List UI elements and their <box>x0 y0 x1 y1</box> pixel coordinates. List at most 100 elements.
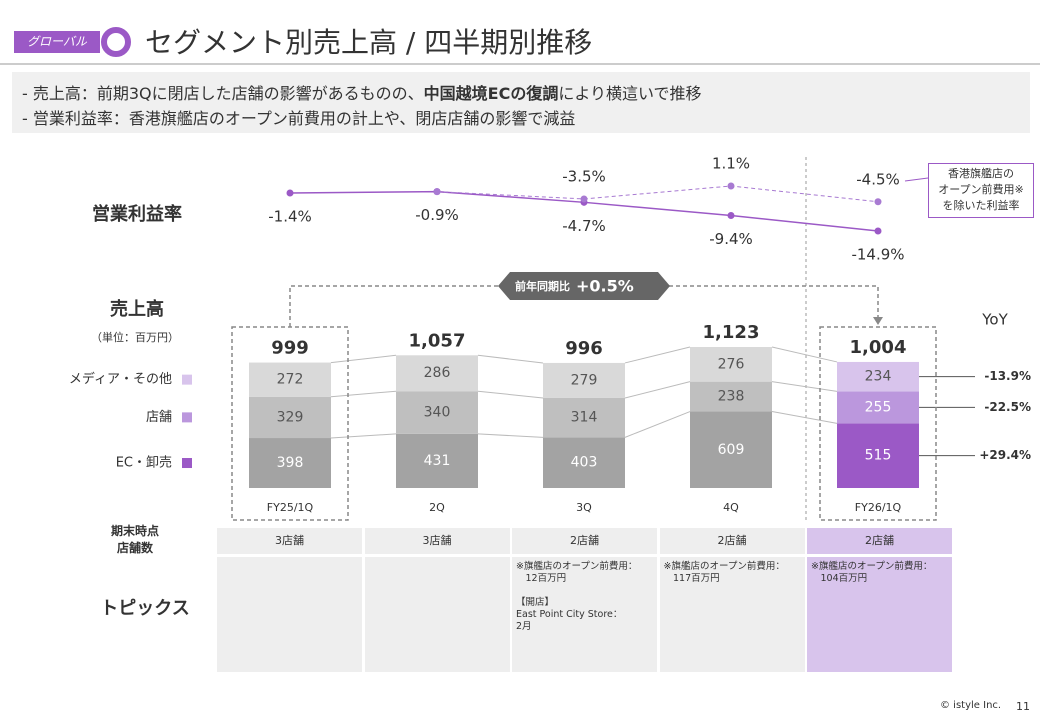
total-label: 1,004 <box>850 337 907 358</box>
callout: 香港旗艦店の オープン前費用※ を除いた利益率 <box>928 163 1034 218</box>
bar-segment <box>396 355 478 392</box>
value-label: -4.5% <box>856 170 900 188</box>
segment-label: 286 <box>424 365 451 381</box>
legend-label: 店舗 <box>146 410 172 425</box>
legend-swatch <box>182 412 192 423</box>
bar-segment <box>543 362 625 398</box>
value-label: -14.9% <box>851 246 904 264</box>
bullet-part: 中国越境ECの復調 <box>424 84 559 103</box>
point <box>874 198 882 206</box>
bar-segment <box>690 381 772 412</box>
connector <box>771 381 838 392</box>
x-tick-label: 3Q <box>576 501 592 514</box>
yoy-title: YoY <box>981 311 1008 329</box>
point <box>580 195 588 203</box>
connector <box>624 381 691 399</box>
bar-segment <box>543 437 625 488</box>
value-label: 1.1% <box>712 155 750 173</box>
yoy-label: +29.4% <box>979 448 1031 462</box>
row-label: トピックス <box>100 598 190 619</box>
segment-label: 238 <box>718 389 745 405</box>
total-label: 996 <box>565 338 603 359</box>
compare-frame <box>819 326 937 521</box>
compare-value: +0.5% <box>576 277 634 296</box>
segment-label: 234 <box>865 369 892 385</box>
legend-swatch <box>182 374 192 385</box>
value-label: -4.7% <box>562 217 606 235</box>
legend-label: メディア・その他 <box>69 371 172 387</box>
value-label: -3.5% <box>562 167 606 185</box>
segment-label: 314 <box>571 410 598 426</box>
connector <box>771 346 838 363</box>
segment-label: 403 <box>571 455 598 471</box>
bullet-box <box>12 72 1030 133</box>
line <box>436 185 879 203</box>
bullet-part: - 売上高：前期3Qに閉店した店舗の影響があるものの、 <box>22 84 424 103</box>
store-cell: 2店舗 <box>658 527 806 555</box>
topic-cell <box>216 556 363 673</box>
point <box>727 212 735 220</box>
title: セグメント別売上高 / 四半期別推移 <box>145 26 592 59</box>
topic-cell <box>363 556 511 673</box>
bullet: - 売上高：前期3Qに閉店した店舗の影響があるものの、中国越境ECの復調により横… <box>22 84 702 103</box>
connector <box>477 433 544 438</box>
page-number: 11 <box>1016 700 1030 713</box>
store-cell: 2店舗 <box>511 527 658 555</box>
connector <box>330 390 397 398</box>
tag: グローバル <box>27 35 88 49</box>
bar-segment <box>543 397 625 438</box>
copyright: © istyle Inc. <box>940 700 1002 711</box>
x-tick-label: 4Q <box>723 501 739 514</box>
connector <box>330 354 397 364</box>
value-label: -0.9% <box>415 206 459 224</box>
bar-segment <box>249 362 331 397</box>
arrow-head <box>873 317 883 325</box>
bar-subtitle: （単位：百万円） <box>91 330 179 344</box>
bar-segment <box>249 438 331 488</box>
connector <box>771 411 838 424</box>
segment-label: 340 <box>424 405 451 421</box>
bullet-part: により横這いで推移 <box>558 84 701 103</box>
callout-pointer <box>904 177 929 182</box>
point <box>874 227 882 235</box>
bar-segment <box>837 391 919 424</box>
segment-label: 515 <box>865 448 892 464</box>
total-label: 1,123 <box>703 322 760 343</box>
segment-label: 276 <box>718 356 745 372</box>
segment-label: 329 <box>277 409 304 425</box>
yoy-label: -22.5% <box>984 400 1031 414</box>
compare-bracket <box>289 285 879 327</box>
topic-cell: ※旗艦店のオープン前費用： 117百万円 <box>658 556 806 673</box>
segment-label: 255 <box>865 399 892 415</box>
store-cell: 3店舗 <box>363 527 511 555</box>
connector <box>624 346 691 364</box>
icon <box>101 27 131 57</box>
point <box>727 182 735 190</box>
bar-segment <box>396 433 478 488</box>
total-label: 1,057 <box>409 330 466 351</box>
bar-segment <box>690 347 772 382</box>
bar-title: 売上高 <box>110 298 164 320</box>
segment-label: 609 <box>718 442 745 458</box>
store-cell: 2店舗 <box>806 527 953 555</box>
x-tick-label: FY26/1Q <box>855 501 902 514</box>
compare-label: 前年同期比 <box>515 279 570 293</box>
connector <box>477 390 544 399</box>
topic-cell: ※旗艦店のオープン前費用： 104百万円 <box>806 556 953 673</box>
point <box>433 188 441 196</box>
segment-label: 431 <box>424 453 451 469</box>
value-label: -9.4% <box>709 230 753 248</box>
segment-label: 279 <box>571 372 598 388</box>
row-label: 期末時点 店舗数 <box>110 524 159 555</box>
topic-cell: ※旗艦店のオープン前費用： 12百万円 【開店】 East Point City… <box>511 556 658 673</box>
legend-swatch <box>182 458 192 469</box>
bar-segment <box>837 361 919 392</box>
total-label: 999 <box>271 338 309 359</box>
yoy-label: -13.9% <box>984 369 1031 383</box>
connector <box>624 411 691 438</box>
tag-bg <box>14 31 100 53</box>
bullet-part: - 営業利益率：香港旗艦店のオープン前費用の計上や、閉店店舗の影響で減益 <box>22 109 575 128</box>
compare-pill <box>498 272 670 300</box>
